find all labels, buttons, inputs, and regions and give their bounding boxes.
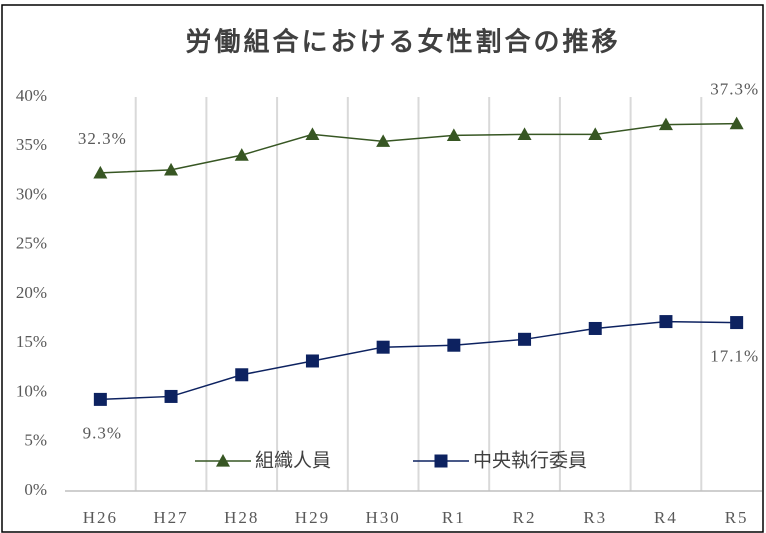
chart-title: 労働組合における女性割合の推移 <box>185 27 620 58</box>
data-point <box>588 321 602 335</box>
data-point <box>376 340 390 354</box>
x-tick-label: R1 <box>442 508 466 527</box>
y-tick-label: 5% <box>24 431 47 450</box>
data-point <box>305 354 319 368</box>
y-tick-label: 25% <box>16 234 47 253</box>
data-point <box>235 368 249 382</box>
data-point <box>164 389 178 403</box>
data-point <box>588 127 603 141</box>
x-tick-label: H29 <box>295 508 330 527</box>
data-point <box>729 116 744 130</box>
series-line <box>100 320 737 401</box>
series-line <box>100 122 737 174</box>
x-tick-label: R5 <box>725 508 749 527</box>
data-label: 37.3% <box>710 80 759 99</box>
legend-marker <box>216 454 230 467</box>
x-tick-label: H27 <box>153 508 188 527</box>
y-tick-label: 0% <box>24 480 47 499</box>
data-point <box>518 332 532 346</box>
data-point <box>164 162 179 176</box>
legend-marker <box>434 454 448 468</box>
legend-label: 組織人員 <box>255 450 331 472</box>
x-tick-label: R3 <box>583 508 607 527</box>
x-tick-label: R2 <box>513 508 537 527</box>
data-point <box>446 128 461 142</box>
data-label: 9.3% <box>83 423 122 442</box>
x-tick-label: H26 <box>83 508 118 527</box>
data-point <box>93 165 108 179</box>
data-point <box>447 338 461 352</box>
chart-frame <box>1 4 764 533</box>
data-point <box>93 392 107 406</box>
data-point <box>305 127 320 141</box>
data-label: 32.3% <box>78 129 127 148</box>
data-point <box>376 134 391 147</box>
data-point <box>658 117 673 131</box>
y-tick-label: 20% <box>16 283 47 302</box>
y-tick-label: 30% <box>16 184 47 203</box>
y-tick-label: 40% <box>16 86 47 105</box>
data-point <box>517 127 532 141</box>
data-point <box>659 315 673 329</box>
data-point <box>234 148 249 161</box>
x-tick-label: H30 <box>366 508 401 527</box>
data-point <box>730 316 744 330</box>
y-tick-label: 35% <box>16 135 47 154</box>
x-tick-label: R4 <box>654 508 678 527</box>
x-tick-label: H28 <box>224 508 259 527</box>
y-tick-label: 15% <box>16 332 47 351</box>
data-label: 17.1% <box>710 346 759 365</box>
y-tick-label: 10% <box>16 381 47 400</box>
legend-label: 中央執行委員 <box>473 450 587 472</box>
